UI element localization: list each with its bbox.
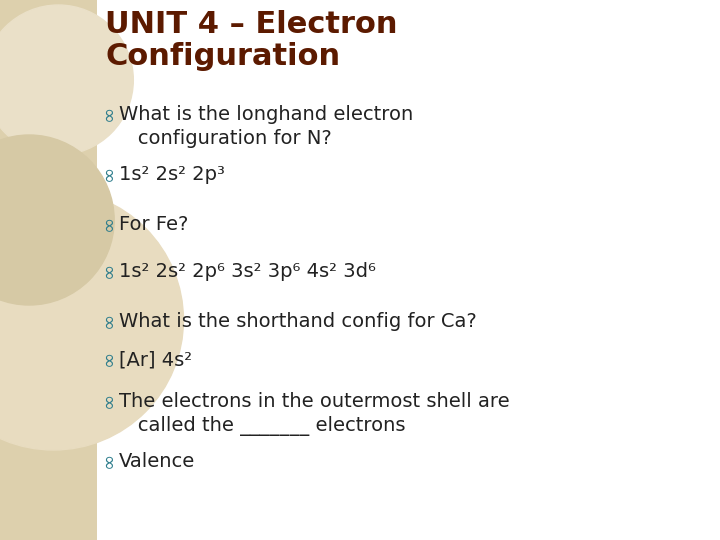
Text: ∞: ∞ [99, 392, 118, 408]
Text: ∞: ∞ [99, 215, 118, 231]
Text: 1s² 2s² 2p³: 1s² 2s² 2p³ [120, 165, 225, 184]
Circle shape [0, 5, 133, 155]
Text: ∞: ∞ [99, 312, 118, 328]
Text: What is the longhand electron
   configuration for N?: What is the longhand electron configurat… [120, 105, 413, 148]
Text: ∞: ∞ [99, 105, 118, 122]
Text: Valence: Valence [120, 452, 195, 471]
Text: [Ar] 4s²: [Ar] 4s² [120, 350, 192, 369]
Text: The electrons in the outermost shell are
   called the _______ electrons: The electrons in the outermost shell are… [120, 392, 510, 436]
Text: ∞: ∞ [99, 165, 118, 181]
Bar [0, 0, 97, 540]
Text: What is the shorthand config for Ca?: What is the shorthand config for Ca? [120, 312, 477, 331]
Text: UNIT 4 – Electron: UNIT 4 – Electron [105, 10, 397, 39]
Text: ∞: ∞ [99, 350, 118, 366]
Text: ∞: ∞ [99, 452, 118, 468]
Text: Configuration: Configuration [105, 42, 341, 71]
Text: ∞: ∞ [99, 262, 118, 278]
Circle shape [0, 135, 114, 305]
Text: For Fe?: For Fe? [120, 215, 189, 234]
Circle shape [0, 190, 184, 450]
Text: 1s² 2s² 2p⁶ 3s² 3p⁶ 4s² 3d⁶: 1s² 2s² 2p⁶ 3s² 3p⁶ 4s² 3d⁶ [120, 262, 376, 281]
